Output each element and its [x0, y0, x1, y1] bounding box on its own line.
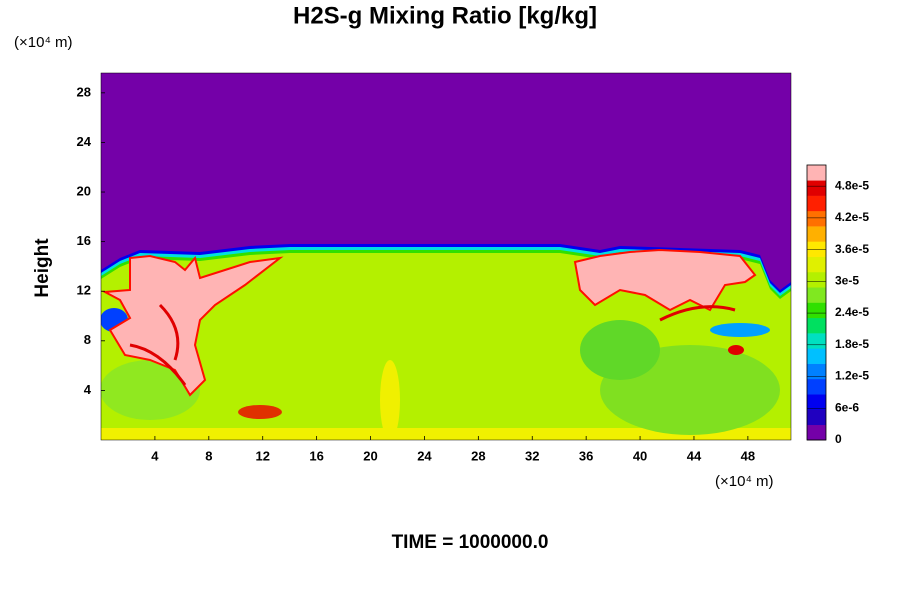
x-tick-label: 28 — [471, 448, 485, 463]
colorbar-band — [807, 287, 826, 303]
chart-title: H2S-g Mixing Ratio [kg/kg] — [293, 2, 597, 29]
colorbar-tick-label: 1.2e-5 — [835, 369, 869, 383]
y-tick-label: 20 — [77, 183, 91, 198]
colorbar-band — [807, 180, 826, 196]
x-tick-label: 8 — [205, 448, 212, 463]
colorbar-band — [807, 210, 826, 227]
field-patch — [101, 360, 200, 420]
y-tick-label: 8 — [84, 332, 91, 347]
y-tick-label: 4 — [84, 382, 92, 397]
field-patch — [238, 405, 282, 419]
field-top — [101, 73, 791, 299]
colorbar-tick-label: 3e-5 — [835, 274, 859, 288]
field-streak — [129, 303, 187, 386]
plot-frame — [100, 72, 792, 441]
field-patch — [710, 323, 770, 337]
x-tick-label: 4 — [151, 448, 159, 463]
field — [101, 73, 791, 440]
y-unit-label: (×10⁴ m) — [14, 34, 73, 51]
colorbar-band — [807, 333, 826, 349]
colorbar-band — [807, 363, 826, 380]
field-blob — [573, 248, 757, 312]
y-tick-label: 28 — [77, 84, 91, 99]
field-patch — [580, 320, 660, 380]
field-blob — [101, 254, 284, 397]
x-unit-label: (×10⁴ m) — [715, 473, 774, 490]
colorbar-tick-label: 0 — [835, 432, 842, 446]
colorbar-tick-label: 1.8e-5 — [835, 337, 869, 351]
colorbar-band — [807, 409, 826, 426]
colorbar-tick-label: 2.4e-5 — [835, 305, 869, 319]
colorbar-band — [807, 348, 826, 364]
x-tick-label: 36 — [579, 448, 593, 463]
x-tick-label: 12 — [255, 448, 269, 463]
x-tick-label: 24 — [417, 448, 432, 463]
colorbar-tick-label: 3.6e-5 — [835, 242, 869, 256]
x-tick-label: 20 — [363, 448, 377, 463]
colorbar-tick-label: 4.2e-5 — [835, 210, 869, 224]
x-tick-label: 44 — [687, 448, 702, 463]
y-tick-label: 24 — [77, 134, 92, 149]
field-patch — [728, 345, 744, 355]
x-tick-label: 32 — [525, 448, 539, 463]
time-label: TIME = 1000000.0 — [392, 532, 549, 553]
colorbar-tick-label: 4.8e-5 — [835, 178, 869, 192]
colorbar-band — [807, 256, 826, 273]
field-streak — [659, 305, 736, 322]
field-patch — [101, 428, 791, 440]
colorbar-band — [807, 241, 826, 257]
colorbar-band — [807, 378, 826, 395]
colorbar-band — [807, 195, 826, 212]
field-patch — [380, 360, 400, 440]
colorbar-tick-label: 6e-6 — [835, 400, 859, 414]
colorbar-band — [807, 424, 826, 441]
colorbar-band — [807, 317, 826, 334]
x-tick-label: 40 — [633, 448, 647, 463]
y-tick-label: 16 — [77, 233, 91, 248]
colorbar-band — [807, 271, 826, 288]
colorbar-band — [807, 302, 826, 319]
colorbar-band — [807, 165, 826, 181]
x-tick-label: 16 — [309, 448, 323, 463]
colorbar-band — [807, 226, 826, 242]
colorbar-band — [807, 394, 826, 410]
y-axis-label: Height — [32, 238, 53, 298]
x-tick-label: 48 — [741, 448, 755, 463]
y-tick-label: 12 — [77, 283, 91, 298]
